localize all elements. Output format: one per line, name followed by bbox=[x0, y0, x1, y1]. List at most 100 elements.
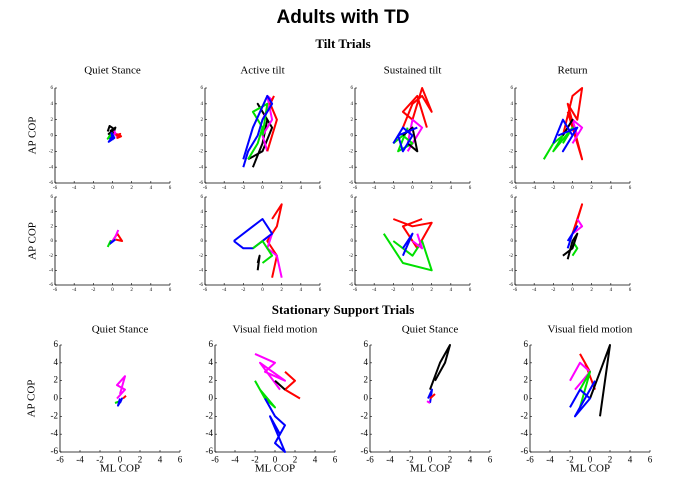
y-tick-label: 4 bbox=[364, 357, 369, 367]
y-tick-label: -6 bbox=[199, 181, 204, 186]
cop-trace bbox=[242, 94, 274, 168]
x-tick-label: -2 bbox=[251, 454, 259, 464]
x-tick-label: -4 bbox=[76, 454, 84, 464]
y-tick-label: 6 bbox=[524, 339, 529, 349]
y-tick-label: -6 bbox=[206, 446, 214, 456]
cop-trace bbox=[122, 395, 127, 400]
y-tick-label: -6 bbox=[349, 283, 354, 288]
y-tick-label: -2 bbox=[521, 410, 529, 420]
y-tick-label: 6 bbox=[201, 86, 204, 91]
x-tick-label: -6 bbox=[366, 454, 374, 464]
x-tick-label: -4 bbox=[372, 288, 377, 293]
y-axis-label: AP COP bbox=[27, 117, 39, 155]
cop-trace bbox=[579, 370, 591, 408]
y-tick-label: -4 bbox=[361, 428, 369, 438]
x-tick-label: -4 bbox=[72, 186, 77, 191]
cop-trace bbox=[247, 102, 274, 168]
y-tick-label: 2 bbox=[209, 375, 214, 385]
y-tick-label: 4 bbox=[201, 210, 204, 215]
cop-trace bbox=[106, 133, 113, 140]
x-tick-label: 0 bbox=[411, 288, 414, 293]
x-axis-label: ML COP bbox=[410, 463, 450, 475]
cop-trace bbox=[562, 118, 574, 137]
x-axis-label: ML COP bbox=[100, 463, 140, 475]
cop-trace bbox=[401, 232, 414, 257]
y-tick-label: 2 bbox=[351, 224, 354, 229]
x-tick-label: -2 bbox=[96, 454, 104, 464]
cop-trace bbox=[117, 397, 123, 407]
x-tick-label: 0 bbox=[118, 454, 123, 464]
x-axis-label: ML COP bbox=[255, 463, 295, 475]
y-tick-label: 2 bbox=[201, 224, 204, 229]
x-tick-label: 2 bbox=[130, 288, 133, 293]
y-tick-label: -6 bbox=[349, 181, 354, 186]
y-tick-label: 0 bbox=[209, 393, 214, 403]
x-tick-label: -6 bbox=[56, 454, 64, 464]
x-tick-label: -2 bbox=[241, 186, 246, 191]
x-tick-label: -4 bbox=[532, 288, 537, 293]
y-tick-label: 2 bbox=[51, 224, 54, 229]
cop-trace bbox=[256, 254, 261, 271]
cop-trace bbox=[274, 379, 286, 391]
cop-trace bbox=[107, 132, 116, 143]
y-tick-label: -6 bbox=[361, 446, 369, 456]
x-tick-label: 6 bbox=[333, 454, 338, 464]
y-tick-label: -2 bbox=[49, 254, 54, 259]
x-tick-label: -4 bbox=[546, 454, 554, 464]
y-tick-label: 6 bbox=[511, 86, 514, 91]
x-tick-label: -2 bbox=[566, 454, 574, 464]
panel-title: Sustained tilt bbox=[384, 65, 442, 77]
y-tick-label: -4 bbox=[349, 268, 354, 273]
panel-title: Quiet Stance bbox=[402, 324, 459, 336]
y-tick-label: 4 bbox=[511, 102, 514, 107]
y-tick-label: 6 bbox=[51, 195, 54, 200]
x-tick-label: 6 bbox=[319, 288, 322, 293]
x-tick-label: 6 bbox=[319, 186, 322, 191]
x-tick-label: -6 bbox=[203, 186, 208, 191]
y-axis-label: AP COP bbox=[26, 380, 38, 418]
y-tick-label: 6 bbox=[351, 195, 354, 200]
x-tick-label: 2 bbox=[130, 186, 133, 191]
cop-trace bbox=[233, 218, 274, 250]
cop-trace bbox=[566, 225, 579, 249]
x-tick-label: 0 bbox=[411, 186, 414, 191]
y-tick-label: 6 bbox=[351, 86, 354, 91]
cop-trace bbox=[111, 229, 120, 242]
y-tick-label: 6 bbox=[209, 339, 214, 349]
y-tick-label: -2 bbox=[199, 254, 204, 259]
cop-trace bbox=[382, 233, 433, 272]
y-tick-label: -2 bbox=[509, 254, 514, 259]
cop-trace bbox=[569, 361, 591, 391]
x-tick-label: -2 bbox=[91, 288, 96, 293]
x-tick-label: 4 bbox=[468, 454, 473, 464]
y-tick-label: -2 bbox=[199, 149, 204, 154]
y-tick-label: 2 bbox=[364, 375, 369, 385]
y-tick-label: 6 bbox=[51, 86, 54, 91]
x-tick-label: 6 bbox=[648, 454, 653, 464]
x-tick-label: 4 bbox=[150, 288, 153, 293]
x-tick-label: 4 bbox=[450, 288, 453, 293]
cop-trace bbox=[429, 344, 451, 390]
y-tick-label: 4 bbox=[51, 210, 54, 215]
y-tick-label: 4 bbox=[351, 102, 354, 107]
x-tick-label: -2 bbox=[391, 288, 396, 293]
y-tick-label: 4 bbox=[511, 210, 514, 215]
x-tick-label: 6 bbox=[629, 288, 632, 293]
x-tick-label: 2 bbox=[280, 186, 283, 191]
x-tick-label: 0 bbox=[571, 186, 574, 191]
y-tick-label: -4 bbox=[199, 268, 204, 273]
y-tick-label: -6 bbox=[49, 283, 54, 288]
y-tick-label: 0 bbox=[511, 134, 514, 139]
x-tick-label: 6 bbox=[169, 186, 172, 191]
cop-trace bbox=[264, 398, 286, 453]
y-tick-label: -4 bbox=[349, 165, 354, 170]
x-tick-label: 4 bbox=[610, 288, 613, 293]
cop-trace bbox=[254, 380, 276, 409]
x-tick-label: 2 bbox=[138, 454, 143, 464]
x-axis-label: ML COP bbox=[570, 463, 610, 475]
y-tick-label: -4 bbox=[199, 165, 204, 170]
x-tick-label: 6 bbox=[178, 454, 183, 464]
section-title: Tilt Trials bbox=[315, 36, 370, 51]
x-tick-label: 0 bbox=[273, 454, 278, 464]
